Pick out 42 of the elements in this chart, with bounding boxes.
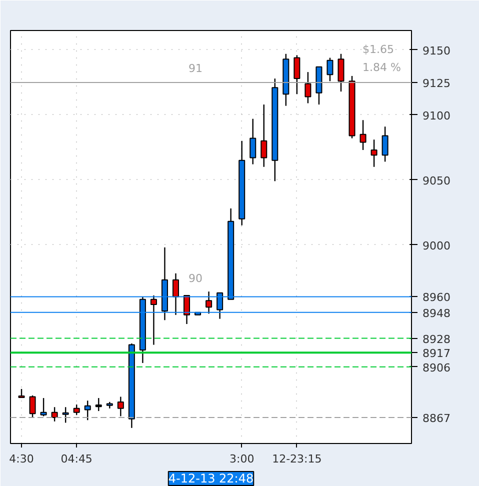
candlestick <box>370 138 378 168</box>
candlestick <box>117 396 124 417</box>
x-tick-label: 04:45 <box>60 452 92 466</box>
candlestick <box>62 406 69 424</box>
candlestick <box>338 53 344 92</box>
ref-line-label: 9125 <box>422 76 450 90</box>
x-tick-label: 3:00 <box>229 452 254 466</box>
candlestick <box>51 406 58 422</box>
candlestick <box>95 397 102 412</box>
ref-line-label: 8960 <box>422 291 450 304</box>
candlestick <box>260 104 268 168</box>
ref-line-label: 8948 <box>422 306 450 320</box>
candlestick <box>150 294 157 346</box>
candlestick <box>250 118 256 165</box>
ref-line-label: 8917 <box>422 347 450 360</box>
candlestick <box>172 272 179 316</box>
ref-line-label: 8906 <box>422 361 450 374</box>
candlestick <box>360 120 366 151</box>
ref-line-label: 8867 <box>422 412 450 426</box>
y-tick-label: 9100 <box>422 109 450 122</box>
annotation: 90 <box>188 272 202 285</box>
candlestick <box>29 394 36 418</box>
candlestick <box>184 294 190 325</box>
candlestick <box>216 292 224 320</box>
candlestick <box>326 57 334 82</box>
annotation: 91 <box>188 62 202 75</box>
candlestick <box>40 397 47 417</box>
candlestick <box>206 290 212 314</box>
y-tick-label: 9050 <box>422 174 450 188</box>
candlestick <box>304 71 312 104</box>
y-tick-label: 9000 <box>422 239 450 252</box>
candlestick <box>382 126 388 162</box>
x-tick-label: 4:30 <box>9 452 34 466</box>
candlestick <box>294 54 300 95</box>
annotation: 1.84 % <box>362 61 401 74</box>
text: 4-12-13 22:48 <box>168 472 254 486</box>
annotation: $1.65 <box>362 43 394 56</box>
candlestick <box>84 400 91 421</box>
x-tick-label: 12-23:15 <box>272 452 322 466</box>
ref-line-label: 8928 <box>422 332 450 346</box>
y-tick-label: 9150 <box>422 44 450 58</box>
candlestick <box>73 404 80 416</box>
